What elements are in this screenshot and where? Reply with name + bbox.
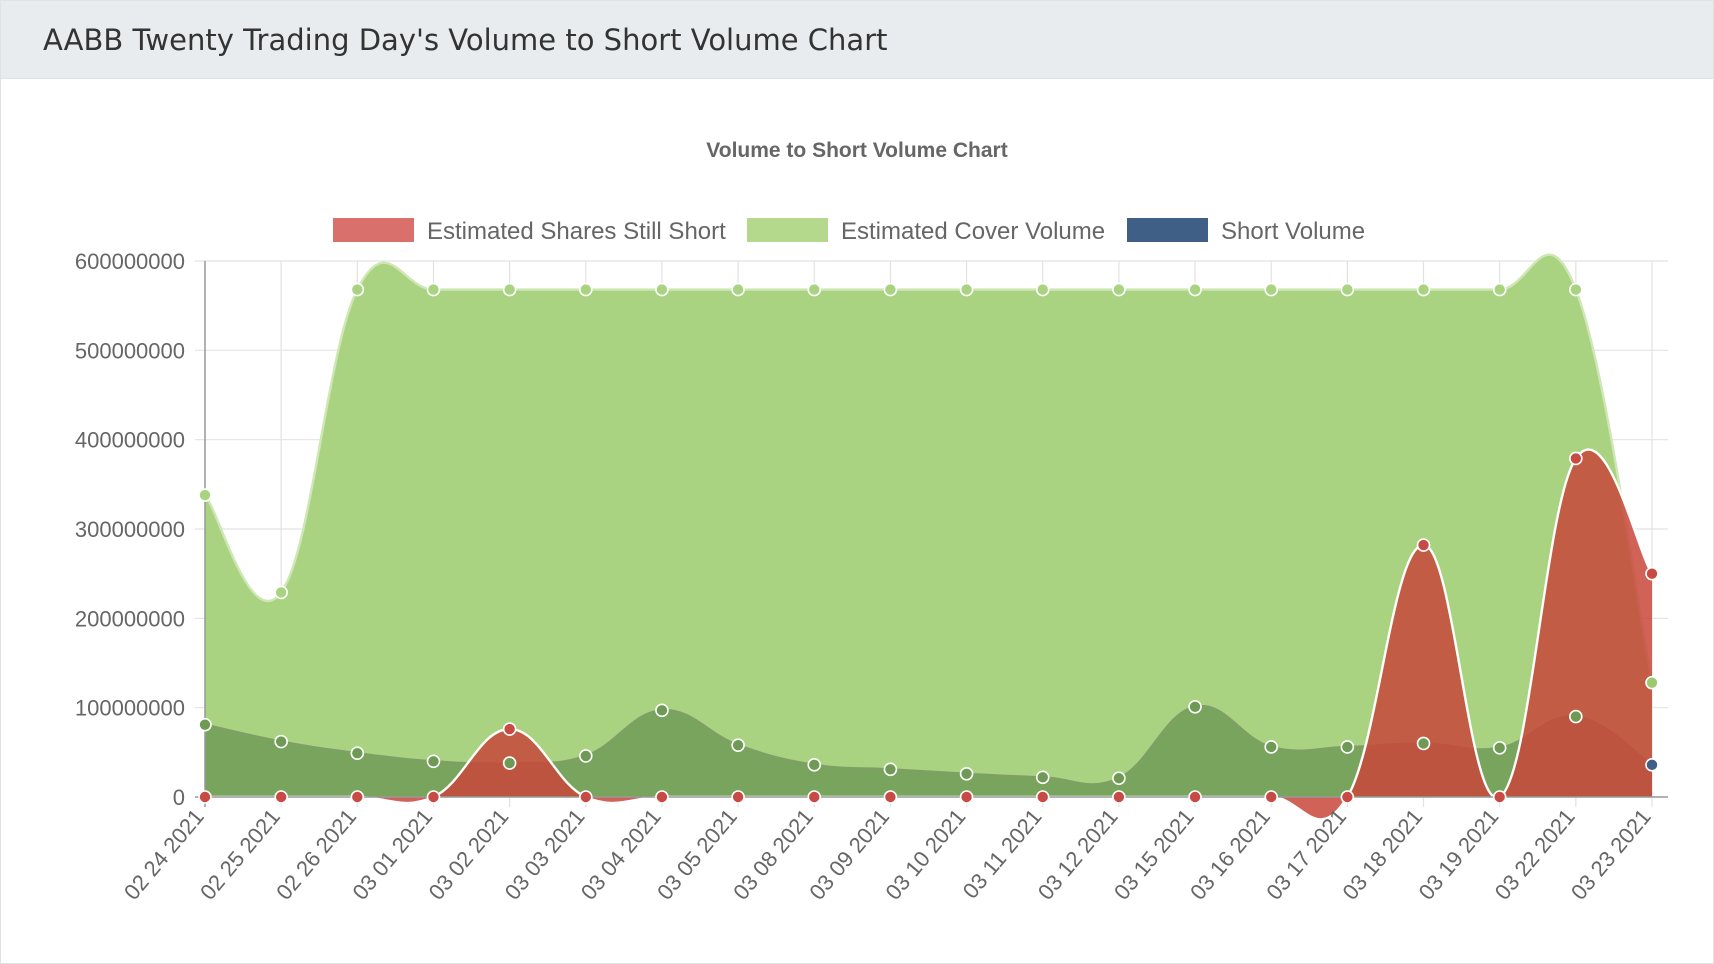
data-point[interactable] [959, 766, 974, 781]
y-tick-label: 300000000 [75, 517, 185, 542]
data-point[interactable] [1492, 282, 1507, 297]
data-point[interactable] [1569, 451, 1583, 466]
data-point[interactable] [578, 790, 593, 804]
data-point[interactable] [1112, 771, 1126, 786]
data-point[interactable] [1188, 790, 1202, 804]
data-point[interactable] [1264, 790, 1279, 804]
data-point[interactable] [731, 738, 745, 752]
data-point[interactable] [1035, 282, 1050, 297]
y-tick-label: 600000000 [75, 249, 185, 274]
data-point[interactable] [350, 282, 365, 297]
data-point[interactable] [274, 585, 288, 600]
y-tick-label: 100000000 [75, 696, 185, 721]
legend-swatch[interactable] [333, 218, 414, 242]
data-point[interactable] [807, 790, 822, 804]
data-point[interactable] [1569, 282, 1583, 297]
data-point[interactable] [1492, 741, 1507, 755]
data-point[interactable] [883, 790, 898, 804]
data-point[interactable] [274, 734, 288, 749]
volume-chart: 0 100000000 200000000 300000000 400000000 500… [75, 139, 1668, 905]
data-point[interactable] [1416, 736, 1431, 751]
legend-label[interactable]: Estimated Shares Still Short [427, 218, 726, 245]
card-header: AABB Twenty Trading Day's Volume to Shor… [1, 1, 1713, 79]
legend-swatch[interactable] [747, 218, 828, 242]
data-point[interactable] [1416, 538, 1431, 552]
series-area [205, 254, 1652, 797]
data-point[interactable] [578, 282, 593, 297]
data-point[interactable] [1340, 740, 1355, 754]
legend-label[interactable]: Estimated Cover Volume [841, 218, 1105, 245]
data-point[interactable] [731, 790, 745, 804]
data-point[interactable] [1188, 699, 1202, 714]
page-title: AABB Twenty Trading Day's Volume to Shor… [43, 22, 888, 57]
data-point[interactable] [1645, 758, 1659, 772]
data-point[interactable] [1340, 282, 1355, 297]
x-tick-label: 03 23 2021 [1566, 804, 1656, 904]
data-point[interactable] [1645, 675, 1659, 690]
data-point[interactable] [1188, 282, 1202, 297]
data-point[interactable] [578, 749, 593, 763]
legend-swatch[interactable] [1127, 218, 1208, 242]
points [198, 282, 1659, 804]
data-point[interactable] [274, 790, 288, 804]
chart-title: Volume to Short Volume Chart [706, 139, 1007, 162]
data-point[interactable] [655, 703, 669, 718]
data-point[interactable] [502, 722, 517, 736]
legend[interactable]: Estimated Shares Still Short Estimated Co… [333, 218, 1365, 245]
areas [204, 253, 1654, 821]
data-point[interactable] [1645, 566, 1659, 581]
data-point[interactable] [1492, 790, 1507, 804]
data-point[interactable] [1112, 790, 1126, 804]
x-tick-label: 03 10 2021 [880, 804, 970, 904]
y-tick-label: 0 [173, 785, 185, 810]
data-point[interactable] [807, 758, 822, 772]
data-point[interactable] [1035, 770, 1050, 785]
data-point[interactable] [426, 754, 441, 769]
data-point[interactable] [883, 762, 898, 777]
data-point[interactable] [1264, 740, 1279, 754]
data-point[interactable] [1569, 709, 1583, 724]
data-point[interactable] [502, 756, 517, 770]
data-point[interactable] [198, 717, 212, 732]
series-line [204, 253, 1654, 683]
data-point[interactable] [426, 282, 441, 297]
data-point[interactable] [350, 790, 365, 804]
series-area [205, 706, 1652, 797]
data-point[interactable] [807, 282, 822, 297]
data-point[interactable] [502, 282, 517, 297]
y-tick-label: 500000000 [75, 338, 185, 363]
data-point[interactable] [655, 790, 669, 804]
y-tick-label: 400000000 [75, 428, 185, 453]
data-point[interactable] [883, 282, 898, 297]
data-point[interactable] [198, 488, 212, 502]
data-point[interactable] [1416, 282, 1431, 297]
data-point[interactable] [959, 282, 974, 297]
data-point[interactable] [731, 282, 745, 297]
data-point[interactable] [1264, 282, 1279, 297]
data-point[interactable] [655, 282, 669, 297]
data-point[interactable] [350, 746, 365, 761]
data-point[interactable] [1340, 790, 1355, 804]
data-point[interactable] [426, 790, 441, 804]
data-point[interactable] [959, 790, 974, 804]
legend-label[interactable]: Short Volume [1221, 218, 1365, 245]
data-point[interactable] [1112, 282, 1126, 297]
data-point[interactable] [198, 790, 212, 804]
y-tick-label: 200000000 [75, 606, 185, 631]
data-point[interactable] [1035, 790, 1050, 804]
